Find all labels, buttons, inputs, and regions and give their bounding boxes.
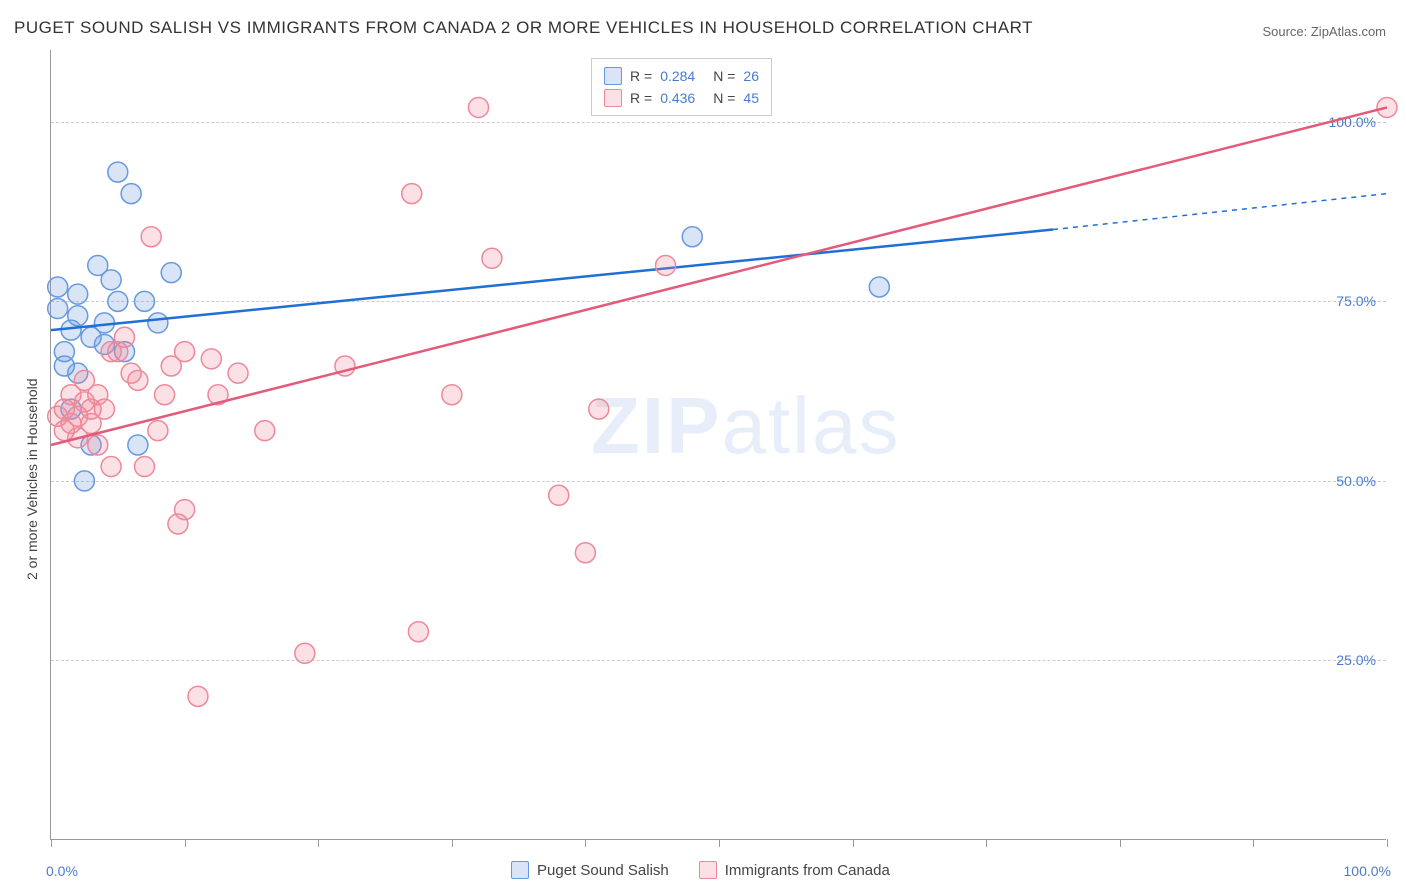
x-tick xyxy=(318,839,319,847)
chart-container: PUGET SOUND SALISH VS IMMIGRANTS FROM CA… xyxy=(0,0,1406,892)
data-point xyxy=(148,313,168,333)
data-point xyxy=(575,543,595,563)
x-axis-max-label: 100.0% xyxy=(1344,863,1391,879)
data-point xyxy=(121,184,141,204)
data-point xyxy=(48,277,68,297)
data-point xyxy=(656,255,676,275)
data-point xyxy=(101,270,121,290)
trend-line xyxy=(51,230,1053,331)
data-point xyxy=(402,184,422,204)
data-point xyxy=(589,399,609,419)
data-point xyxy=(94,399,114,419)
data-point xyxy=(74,471,94,491)
x-tick xyxy=(185,839,186,847)
legend-swatch xyxy=(699,861,717,879)
data-point xyxy=(141,227,161,247)
data-point xyxy=(442,385,462,405)
data-point xyxy=(175,342,195,362)
data-point xyxy=(68,306,88,326)
source-attribution: Source: ZipAtlas.com xyxy=(1262,24,1386,39)
legend-swatch xyxy=(604,89,622,107)
data-point xyxy=(175,500,195,520)
data-point xyxy=(549,485,569,505)
chart-title: PUGET SOUND SALISH VS IMMIGRANTS FROM CA… xyxy=(14,18,1033,38)
x-tick xyxy=(585,839,586,847)
legend-series-item: Immigrants from Canada xyxy=(699,861,890,879)
data-point xyxy=(135,291,155,311)
x-tick xyxy=(1120,839,1121,847)
x-axis-min-label: 0.0% xyxy=(46,863,78,879)
legend-series-name: Puget Sound Salish xyxy=(537,862,669,879)
x-tick xyxy=(452,839,453,847)
x-tick xyxy=(51,839,52,847)
legend-r-label: R = xyxy=(630,90,652,106)
data-point xyxy=(295,643,315,663)
trend-line-dashed xyxy=(1053,194,1387,230)
scatter-svg xyxy=(51,50,1386,839)
data-point xyxy=(48,299,68,319)
trend-line xyxy=(51,107,1387,445)
data-point xyxy=(161,263,181,283)
data-point xyxy=(135,457,155,477)
data-point xyxy=(682,227,702,247)
legend-swatch xyxy=(511,861,529,879)
legend-n-label: N = xyxy=(713,90,735,106)
x-tick xyxy=(719,839,720,847)
data-point xyxy=(482,248,502,268)
data-point xyxy=(408,622,428,642)
legend-n-value: 26 xyxy=(743,68,759,84)
legend-n-label: N = xyxy=(713,68,735,84)
plot-area: ZIPatlas 25.0%50.0%75.0%100.0% R = 0.284… xyxy=(50,50,1386,840)
x-tick xyxy=(853,839,854,847)
legend-r-value: 0.436 xyxy=(660,90,695,106)
y-axis-title: 2 or more Vehicles in Household xyxy=(24,378,40,580)
legend-series-item: Puget Sound Salish xyxy=(511,861,669,879)
data-point xyxy=(128,435,148,455)
data-point xyxy=(108,162,128,182)
data-point xyxy=(155,385,175,405)
legend-series: Puget Sound Salish Immigrants from Canada xyxy=(511,861,890,879)
data-point xyxy=(128,370,148,390)
data-point xyxy=(201,349,221,369)
legend-row: R = 0.284 N = 26 xyxy=(604,65,759,87)
legend-r-value: 0.284 xyxy=(660,68,695,84)
data-point xyxy=(68,284,88,304)
x-tick xyxy=(986,839,987,847)
legend-correlation: R = 0.284 N = 26 R = 0.436 N = 45 xyxy=(591,58,772,116)
data-point xyxy=(255,421,275,441)
data-point xyxy=(188,686,208,706)
data-point xyxy=(88,435,108,455)
data-point xyxy=(114,327,134,347)
data-point xyxy=(54,342,74,362)
data-point xyxy=(148,421,168,441)
data-point xyxy=(469,97,489,117)
data-point xyxy=(228,363,248,383)
x-tick xyxy=(1253,839,1254,847)
legend-n-value: 45 xyxy=(743,90,759,106)
legend-series-name: Immigrants from Canada xyxy=(725,862,890,879)
data-point xyxy=(869,277,889,297)
legend-row: R = 0.436 N = 45 xyxy=(604,87,759,109)
data-point xyxy=(108,291,128,311)
legend-swatch xyxy=(604,67,622,85)
x-tick xyxy=(1387,839,1388,847)
legend-r-label: R = xyxy=(630,68,652,84)
data-point xyxy=(101,457,121,477)
